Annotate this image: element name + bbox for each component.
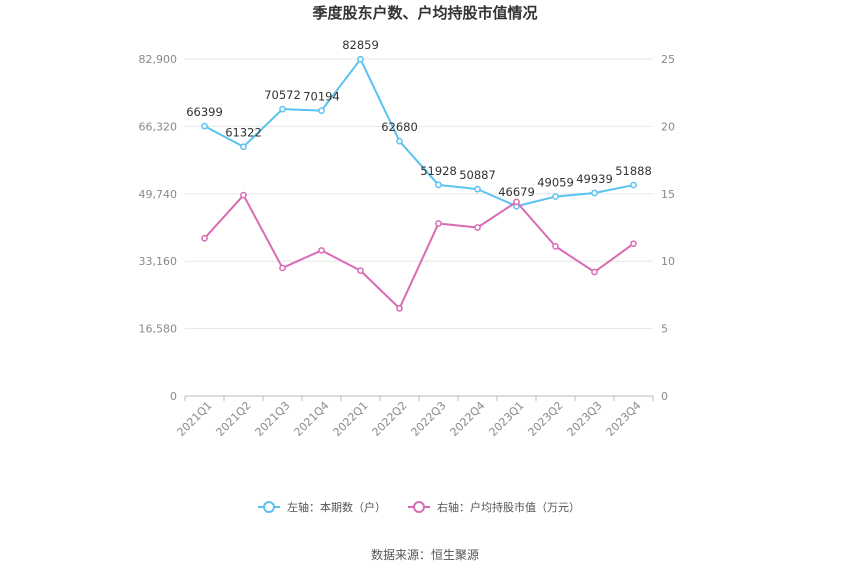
x-tick-label: 2022Q3 <box>409 399 449 439</box>
point-holders <box>396 137 403 145</box>
point-holders <box>357 55 364 63</box>
point-avg-value <box>474 224 481 231</box>
point-avg-value <box>279 264 286 272</box>
legend-marker-avg-value <box>413 501 425 513</box>
y-right-tick-label: 20 <box>661 120 675 133</box>
point-avg-value <box>435 220 442 227</box>
data-source: 数据来源：恒生聚源 <box>370 548 479 562</box>
data-label: 49059 <box>537 176 574 190</box>
legend-label-avg-value: 右轴：户均持股市值（万元） <box>437 500 580 514</box>
y-right-tick-label: 15 <box>661 188 675 201</box>
y-right-tick-label: 10 <box>661 255 675 268</box>
legend-label-holders: 左轴：本期数（户） <box>287 500 386 514</box>
point-holders <box>240 143 247 151</box>
point-avg-value <box>591 268 598 276</box>
x-tick-label: 2023Q1 <box>487 399 527 439</box>
x-tick-label: 2021Q1 <box>175 399 215 439</box>
point-avg-value <box>201 234 208 242</box>
x-tick-label: 2023Q2 <box>526 399 566 439</box>
point-holders <box>435 181 442 189</box>
data-label: 62680 <box>381 120 418 134</box>
data-label: 49939 <box>576 172 613 186</box>
y-left-tick-label: 33,160 <box>139 255 178 268</box>
x-tick-label: 2021Q4 <box>292 399 332 439</box>
y-right-tick-label: 0 <box>661 390 668 403</box>
y-left-tick-label: 82,900 <box>139 53 178 66</box>
point-holders <box>552 193 559 200</box>
y-left-tick-label: 66,320 <box>139 120 178 133</box>
y-right-tick-label: 5 <box>661 323 668 336</box>
point-holders <box>201 122 208 130</box>
x-tick-label: 2022Q1 <box>331 399 371 439</box>
y-left-tick-label: 49,740 <box>139 188 178 201</box>
data-label: 66399 <box>186 105 223 119</box>
point-avg-value <box>552 243 559 250</box>
x-tick-label: 2021Q3 <box>253 399 293 439</box>
point-holders <box>279 105 286 113</box>
point-holders <box>630 181 637 189</box>
x-tick-label: 2023Q4 <box>604 399 644 439</box>
data-label: 51888 <box>615 164 652 178</box>
point-holders <box>474 185 481 193</box>
data-label: 70194 <box>303 90 340 104</box>
y-left-tick-label: 0 <box>170 390 177 403</box>
series-line-avg-value <box>203 194 635 310</box>
x-tick-label: 2022Q2 <box>370 399 410 439</box>
x-tick-label: 2022Q4 <box>448 399 488 439</box>
point-avg-value <box>396 305 403 312</box>
data-label: 61322 <box>225 126 262 140</box>
point-avg-value <box>630 240 637 248</box>
data-label: 82859 <box>342 38 379 52</box>
x-tick-label: 2023Q3 <box>565 399 605 439</box>
point-avg-value <box>513 198 520 206</box>
point-avg-value <box>318 247 325 254</box>
data-label: 51928 <box>420 164 457 178</box>
point-avg-value <box>240 191 247 199</box>
data-label: 70572 <box>264 88 301 102</box>
y-right-tick-label: 25 <box>661 53 675 66</box>
chart-title: 季度股东户数、户均持股市值情况 <box>312 4 538 22</box>
legend-marker-holders <box>263 501 275 513</box>
series-line-holders <box>204 58 634 208</box>
data-label: 50887 <box>459 168 496 182</box>
point-holders <box>318 107 325 115</box>
data-label: 46679 <box>498 185 535 199</box>
point-holders <box>591 189 598 197</box>
x-tick-label: 2021Q2 <box>214 399 254 439</box>
y-left-tick-label: 16,580 <box>139 323 178 336</box>
point-avg-value <box>357 267 364 274</box>
